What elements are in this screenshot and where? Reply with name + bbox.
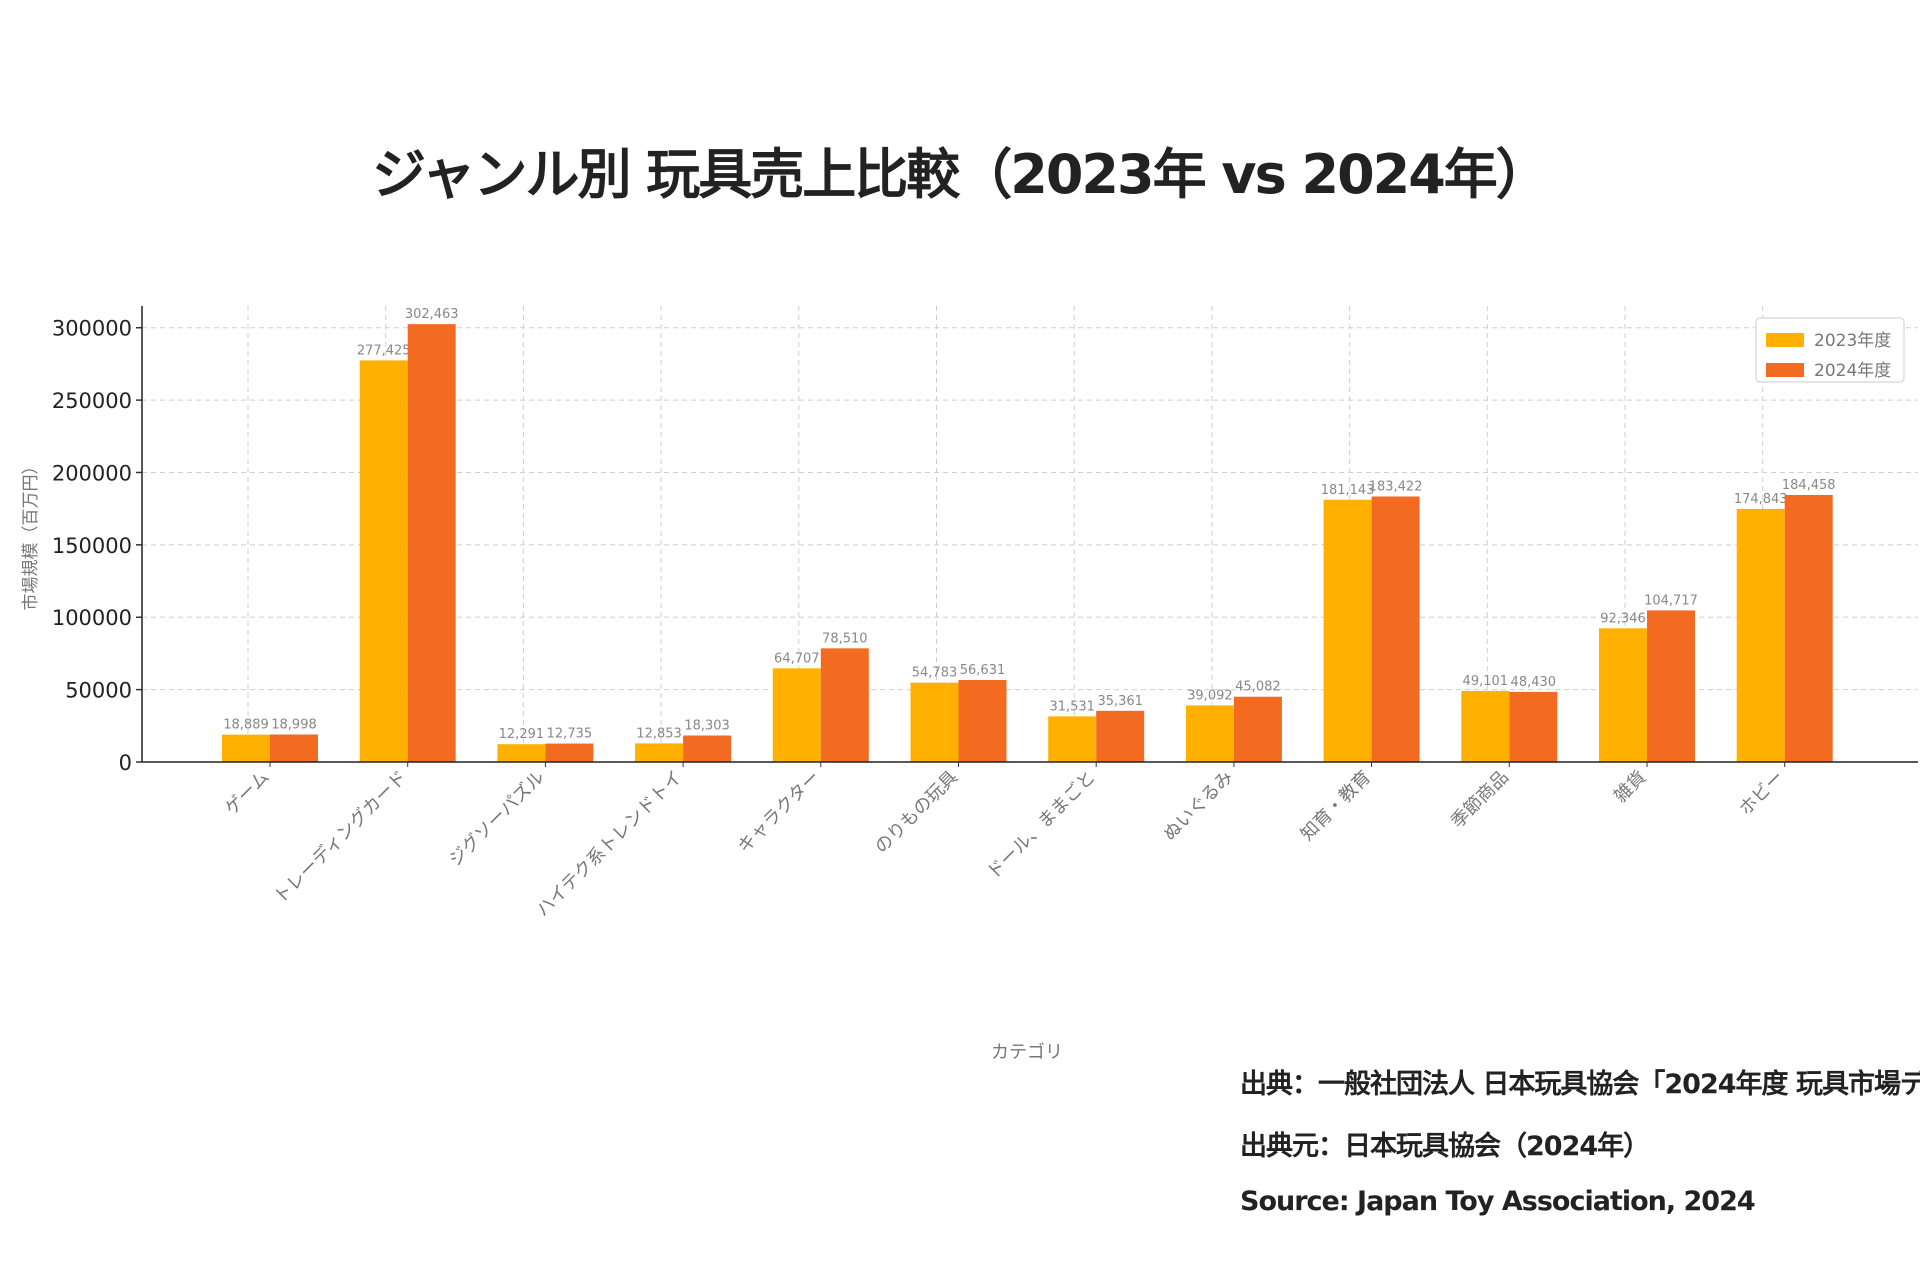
bar-2024 [1509, 691, 1558, 762]
x-tick-label: ドール、ままごと [983, 767, 1100, 884]
bar-value-label: 12,853 [636, 726, 682, 741]
bar-2024 [270, 734, 318, 762]
bar-value-label: 104,717 [1644, 593, 1698, 608]
bar-2024 [1784, 494, 1833, 762]
x-tick-label: ゲーム [221, 767, 274, 820]
bar-value-label: 174,843 [1734, 492, 1788, 507]
bar-value-label: 35,361 [1097, 694, 1143, 709]
x-tick-label: ホビー [1735, 767, 1788, 820]
bar-2023 [1736, 508, 1785, 762]
bar-value-label: 49,101 [1463, 674, 1509, 689]
legend-swatch [1766, 333, 1804, 347]
x-tick-label: 知育・教育 [1297, 767, 1375, 845]
bar-value-label: 56,631 [960, 663, 1006, 678]
bar-value-label: 31,531 [1049, 699, 1095, 714]
bar-value-label: 18,889 [223, 718, 269, 733]
bar-value-label: 181,143 [1321, 483, 1375, 498]
x-tick-label: ジグソーパズル [445, 767, 549, 871]
bar-value-label: 64,707 [774, 651, 820, 666]
bar-2024 [1647, 610, 1695, 762]
x-tick-label: ぬいぐるみ [1159, 767, 1237, 845]
source-line-1: 出典：一般社団法人 日本玩具協会「2024年度 玩具市場データ」 [1240, 1069, 1920, 1100]
source-line-2: 出典元：日本玩具協会（2024年） [1240, 1131, 1650, 1162]
legend-label: 2023年度 [1814, 331, 1891, 351]
bar-2023 [1461, 690, 1510, 762]
bar-2024 [683, 735, 732, 762]
bar-value-label: 39,092 [1187, 688, 1233, 703]
bar-2024 [820, 648, 869, 762]
chart-title: ジャンル別 玩具売上比較（2023年 vs 2024年） [372, 143, 1550, 206]
x-tick-label: トレーディングカード [270, 767, 411, 908]
bar-value-label: 48,430 [1511, 675, 1557, 690]
y-tick-label: 300000 [52, 317, 132, 341]
bar-value-label: 184,458 [1782, 478, 1836, 493]
bar-value-label: 45,082 [1235, 680, 1281, 695]
source-line-3: Source: Japan Toy Association, 2024 [1240, 1186, 1756, 1217]
y-tick-label: 0 [119, 751, 132, 775]
legend-swatch [1766, 363, 1804, 377]
bar-2023 [1048, 716, 1097, 762]
x-tick-label: 雑貨 [1610, 767, 1650, 807]
bar-2023 [359, 360, 408, 762]
bar-value-label: 302,463 [405, 307, 459, 322]
x-tick-label: のりもの玩具 [871, 767, 962, 858]
legend-label: 2024年度 [1814, 361, 1891, 381]
x-axis-label: カテゴリ [991, 1042, 1063, 1063]
bar-2023 [222, 734, 270, 762]
bar-2024 [407, 324, 456, 762]
x-tick-label: ハイテク系トレンドトイ [532, 767, 686, 921]
y-tick-label: 250000 [52, 389, 132, 413]
bar-value-label: 54,783 [912, 666, 958, 681]
bar-2024 [1096, 710, 1145, 762]
bar-2024 [958, 680, 1007, 762]
bar-value-label: 92,346 [1600, 611, 1646, 626]
bar-value-label: 12,291 [499, 727, 545, 742]
bar-value-label: 183,422 [1369, 479, 1423, 494]
y-axis-label: 市場規模（百万円） [21, 458, 41, 611]
y-tick-label: 200000 [52, 461, 132, 485]
bar-2023 [497, 744, 546, 762]
bar-2024 [545, 743, 594, 762]
bar-2023 [1185, 705, 1234, 762]
bar-2023 [772, 668, 821, 762]
bar-2023 [910, 682, 959, 762]
bar-2023 [1323, 499, 1372, 762]
y-tick-label: 100000 [52, 606, 132, 630]
y-tick-label: 150000 [52, 534, 132, 558]
bar-value-label: 277,425 [357, 343, 411, 358]
bar-2024 [1233, 696, 1282, 762]
bar-value-label: 12,735 [547, 727, 593, 742]
bar-2023 [1599, 628, 1647, 762]
bar-value-label: 18,998 [271, 717, 317, 732]
bar-2023 [635, 743, 684, 762]
x-tick-label: 季節商品 [1447, 767, 1513, 833]
bar-value-label: 18,303 [684, 719, 730, 734]
bar-2024 [1371, 496, 1420, 762]
y-tick-label: 50000 [65, 679, 132, 703]
bar-value-label: 78,510 [822, 631, 868, 646]
x-tick-label: キャラクター [734, 767, 825, 858]
